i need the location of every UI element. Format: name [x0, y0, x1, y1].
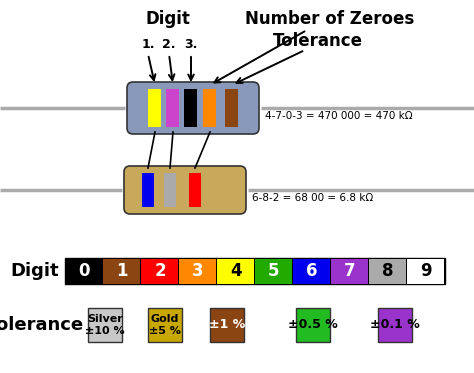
Bar — [65, 258, 102, 283]
Bar — [331, 258, 368, 283]
Text: 4: 4 — [230, 262, 242, 280]
Text: Digit: Digit — [146, 10, 191, 28]
Text: 3.: 3. — [184, 38, 198, 51]
Text: Silver
±10 %: Silver ±10 % — [85, 314, 125, 336]
Text: ±1 %: ±1 % — [209, 319, 245, 332]
Text: 3: 3 — [192, 262, 204, 280]
Bar — [148, 89, 162, 127]
Bar — [296, 308, 330, 342]
Bar — [184, 89, 198, 127]
Text: Tolerance: Tolerance — [273, 32, 363, 50]
Text: Gold
±5 %: Gold ±5 % — [149, 314, 181, 336]
Bar — [370, 258, 407, 283]
Bar — [103, 258, 140, 283]
Text: 0: 0 — [78, 262, 90, 280]
Text: Tolerance: Tolerance — [0, 316, 83, 334]
Text: 1.: 1. — [141, 38, 155, 51]
Bar — [218, 258, 255, 283]
FancyBboxPatch shape — [124, 166, 246, 214]
Text: Digit: Digit — [11, 262, 59, 280]
Text: 4-7-0-3 = 470 000 = 470 kΩ: 4-7-0-3 = 470 000 = 470 kΩ — [265, 111, 413, 121]
Text: 7: 7 — [344, 262, 356, 280]
Bar — [203, 89, 217, 127]
Text: 8: 8 — [382, 262, 394, 280]
Bar — [148, 308, 182, 342]
Bar — [226, 89, 238, 127]
Bar — [210, 308, 244, 342]
Bar — [189, 173, 201, 207]
Text: 9: 9 — [420, 262, 432, 280]
Bar — [142, 258, 179, 283]
Bar — [166, 89, 180, 127]
Text: 6: 6 — [306, 262, 318, 280]
Bar — [255, 258, 292, 283]
FancyBboxPatch shape — [127, 82, 259, 134]
Bar — [408, 258, 445, 283]
Text: 5: 5 — [268, 262, 280, 280]
Text: 2: 2 — [154, 262, 166, 280]
Bar — [180, 258, 217, 283]
Text: ±0.5 %: ±0.5 % — [288, 319, 338, 332]
Bar — [293, 258, 330, 283]
Text: 1: 1 — [116, 262, 128, 280]
Text: ±0.1 %: ±0.1 % — [370, 319, 420, 332]
Bar — [378, 308, 412, 342]
Bar — [65, 258, 445, 284]
Bar — [88, 308, 122, 342]
Text: Number of Zeroes: Number of Zeroes — [246, 10, 415, 28]
Bar — [164, 173, 176, 207]
Text: 2.: 2. — [162, 38, 176, 51]
Bar — [142, 173, 154, 207]
Text: 6-8-2 = 68 00 = 6.8 kΩ: 6-8-2 = 68 00 = 6.8 kΩ — [252, 193, 373, 203]
